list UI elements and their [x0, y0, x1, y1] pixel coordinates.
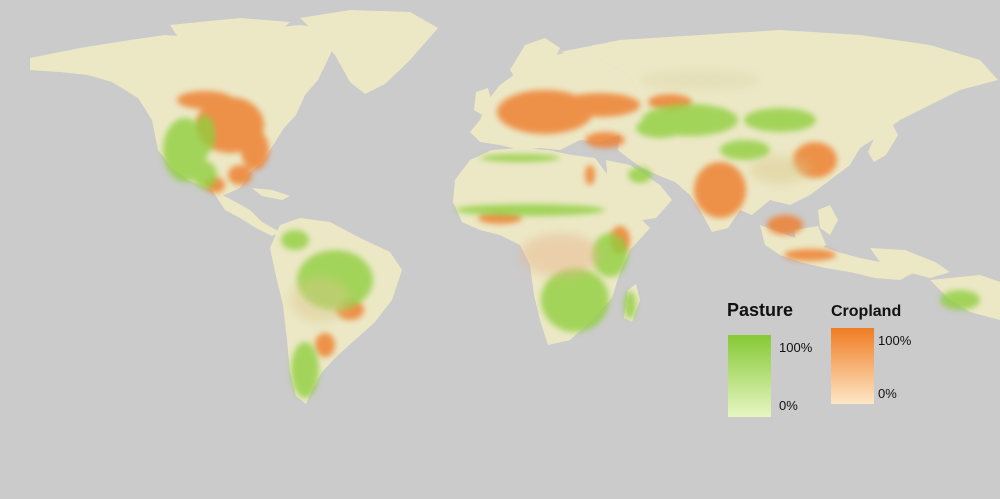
cropland-legend-title: Cropland — [831, 303, 902, 320]
arctic-islands — [170, 18, 290, 45]
cropland-indonesia — [784, 249, 836, 261]
scandinavia — [510, 38, 560, 82]
mixed-tint-russia — [640, 70, 760, 90]
greenland — [300, 10, 438, 94]
pasture-north-africa-coast — [480, 154, 560, 162]
pasture-china-west — [720, 140, 770, 160]
pasture-gradient-bar — [728, 335, 771, 417]
pasture-kazakhstan — [636, 118, 684, 138]
mixed-tint-china — [750, 156, 810, 184]
pasture-madagascar — [624, 291, 636, 319]
borneo — [795, 226, 826, 256]
cropland-russia-west — [560, 93, 640, 117]
cropland-us-east — [241, 130, 269, 170]
british-isles — [474, 88, 492, 116]
pasture-max-label: 100% — [779, 340, 813, 355]
cropland-canada-prairie — [177, 91, 233, 109]
mixed-land-use-tints — [290, 70, 810, 322]
caribbean — [252, 188, 290, 200]
pasture-southern-africa — [541, 268, 609, 332]
pasture-mongolia — [744, 108, 816, 132]
cropland-nile — [585, 165, 595, 185]
cropland-min-label: 0% — [878, 386, 897, 401]
pasture-australia-north — [940, 290, 980, 310]
mixed-tint-brazil — [290, 278, 350, 322]
cropland-max-label: 100% — [878, 333, 912, 348]
central-america — [212, 190, 280, 236]
cropland-turkey — [585, 132, 625, 148]
pasture-layer — [163, 104, 980, 398]
cropland-se-asia — [767, 215, 803, 235]
pasture-argentina — [291, 342, 319, 398]
pasture-sahel — [455, 204, 605, 216]
pasture-east-africa — [592, 233, 628, 277]
pasture-colombia — [281, 230, 309, 250]
pasture-legend-title: Pasture — [727, 300, 794, 320]
southeast-asia-islands — [760, 225, 915, 280]
pasture-middle-east — [628, 167, 652, 183]
pasture-min-label: 0% — [779, 398, 798, 413]
japan — [868, 120, 898, 162]
pasture-us-great-plains — [195, 115, 215, 155]
mixed-tint-africa-center — [520, 233, 600, 277]
cropland-us-south — [228, 165, 252, 185]
new-guinea — [870, 248, 950, 278]
pasture-mexico — [193, 161, 217, 189]
cropland-gradient-bar — [831, 328, 874, 404]
philippines — [818, 205, 838, 235]
cropland-argentina — [315, 333, 335, 357]
cropland-india — [694, 162, 746, 218]
